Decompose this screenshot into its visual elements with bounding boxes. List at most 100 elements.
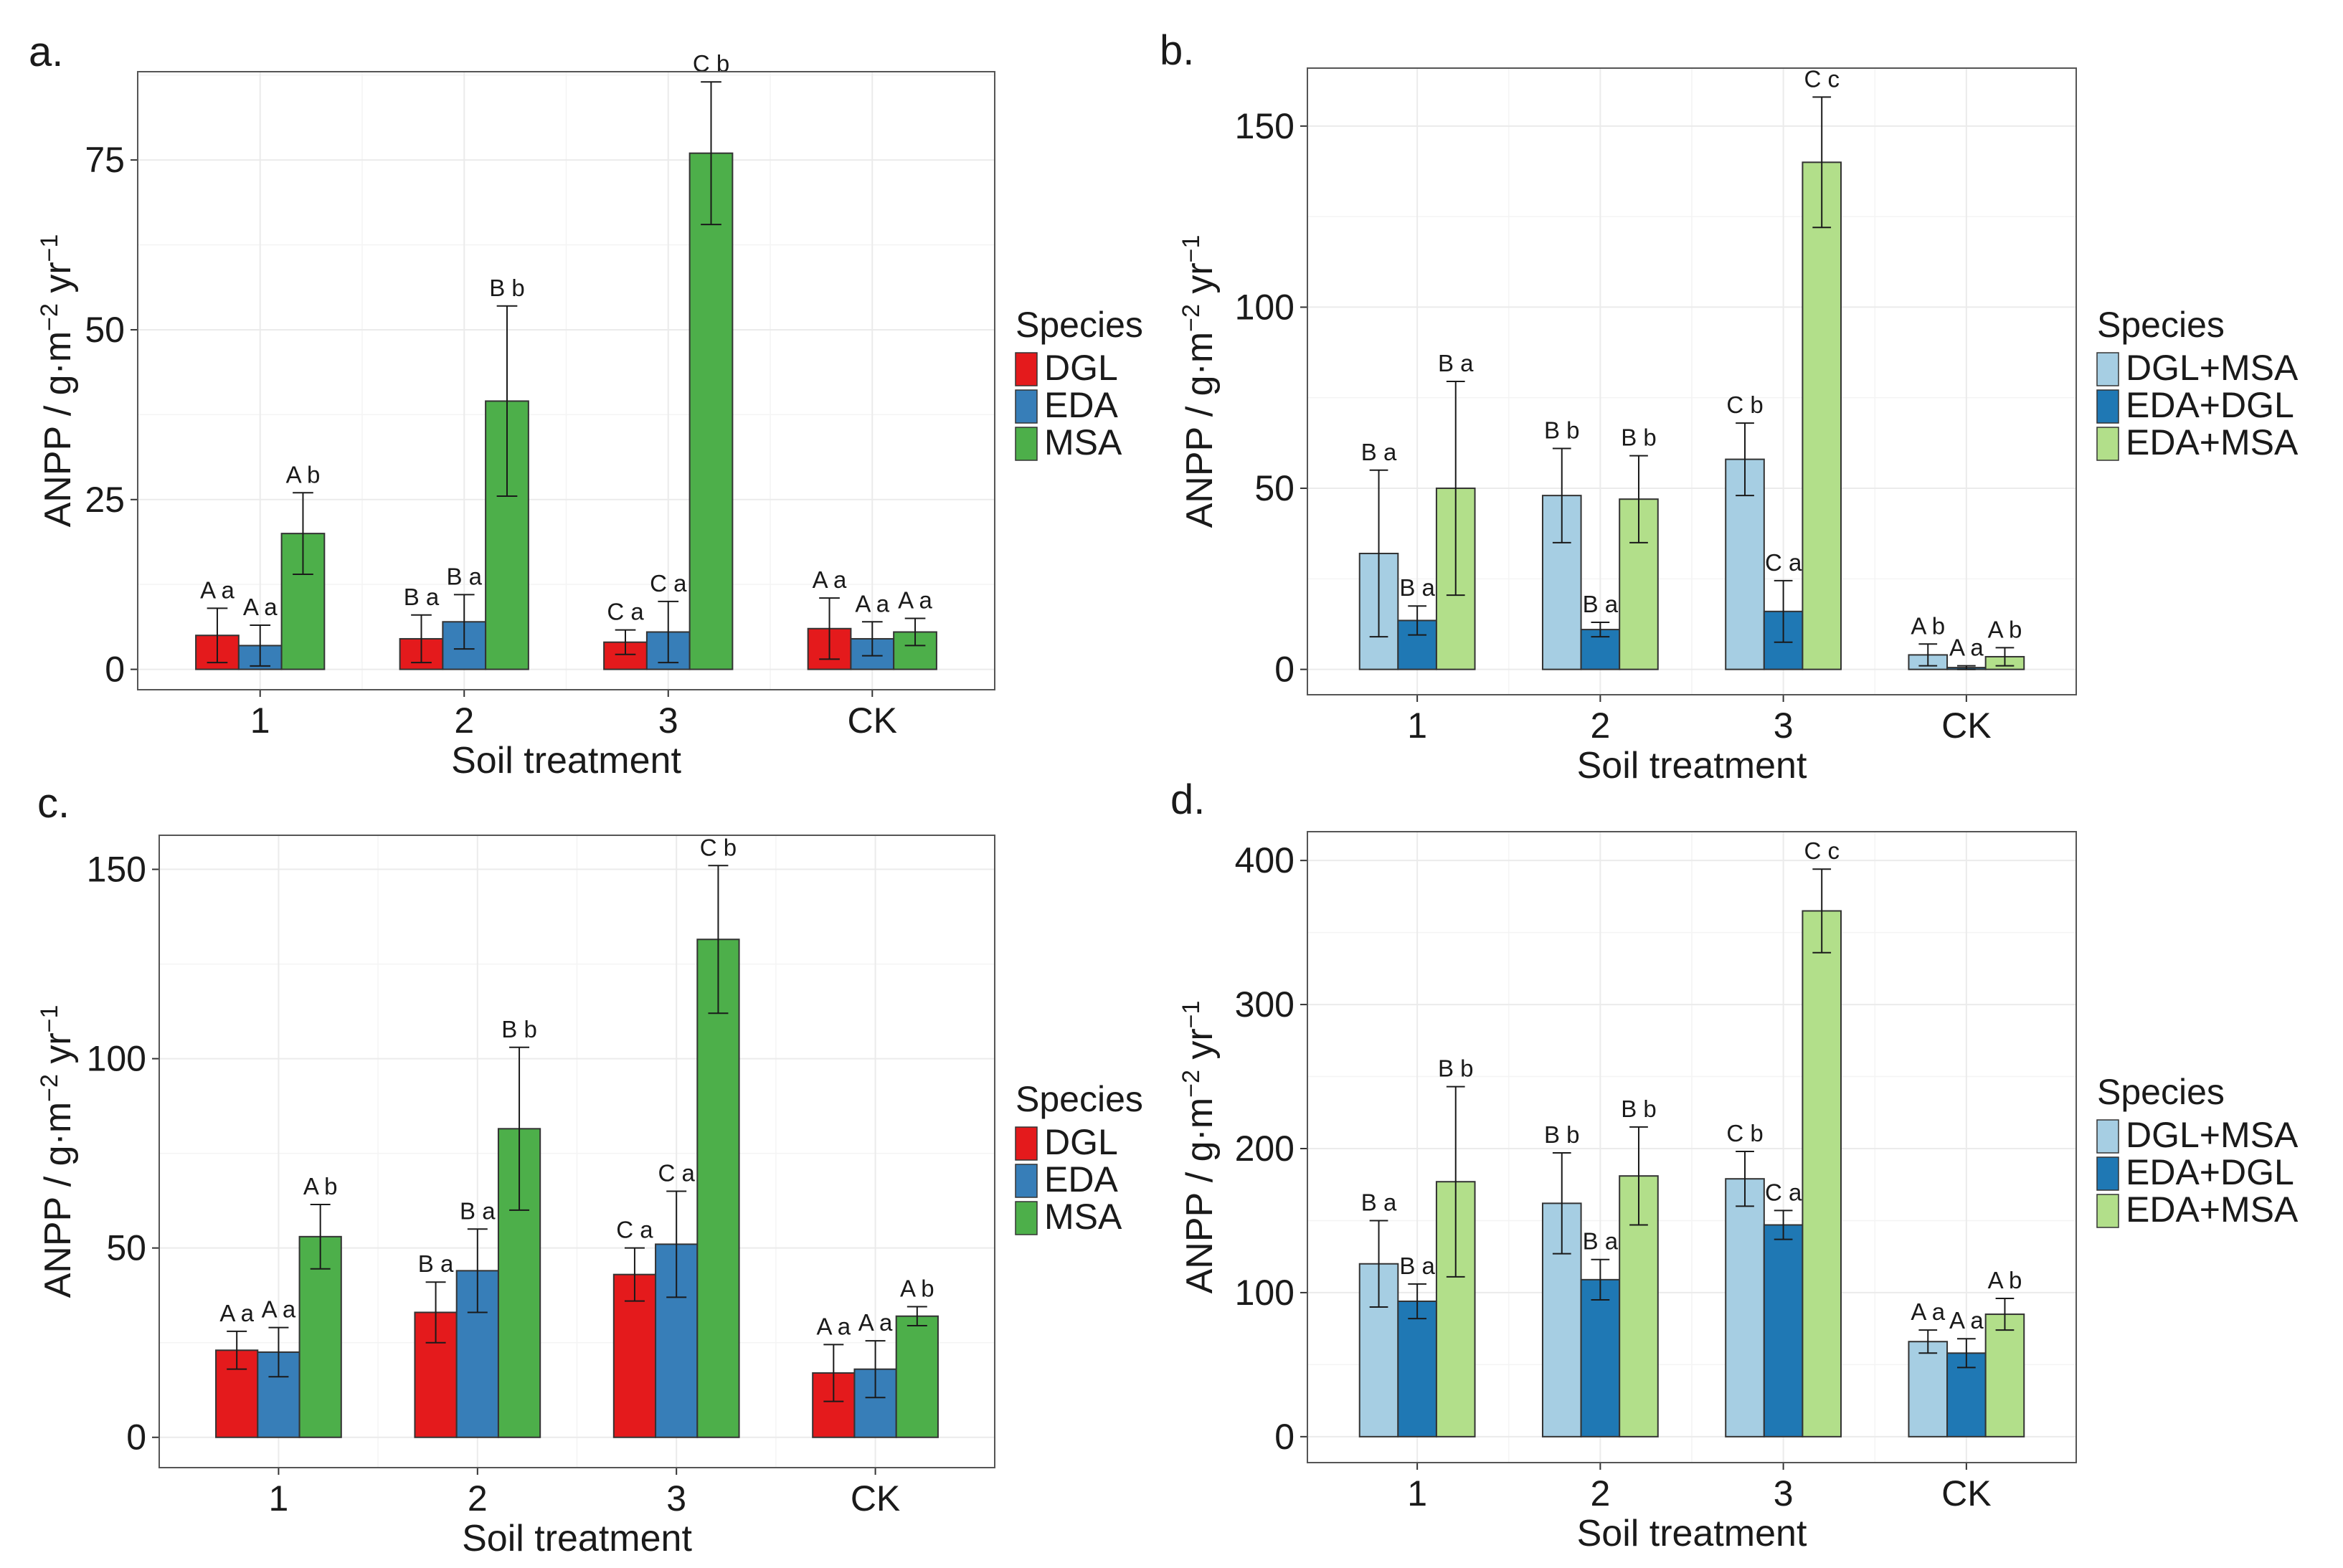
significance-label: A a [1949,635,1984,661]
y-axis-title: ANPP / g·m−2 yr−1 [36,1005,79,1298]
x-axis-title: Soil treatment [1577,1513,1807,1554]
y-axis-title-part: −2 [36,1074,63,1102]
significance-label: B a [1399,1253,1435,1279]
legend-label: EDA+MSA [2126,422,2299,462]
x-tick-label: 3 [666,1478,686,1519]
y-axis-title-part: ANPP / g·m [37,1102,79,1298]
y-tick-label: 0 [126,1417,146,1458]
bar-eda-msa-ck [1984,1313,2025,1438]
panel-label: a. [29,29,63,75]
x-tick-label: 1 [269,1478,289,1519]
significance-label: B b [1544,417,1580,443]
bar-msa-1 [298,1235,342,1438]
y-tick-label: 100 [1235,287,1294,327]
significance-label: A b [900,1275,934,1302]
significance-label: C a [607,599,644,625]
plot-area-border [158,835,995,1468]
panel-label: d. [1170,776,1205,823]
significance-label: A a [898,587,932,614]
bar-eda-dgl-1 [1397,1300,1437,1438]
chart-panel-2: b. 0 50 100 150 1 2 3 CK B a B b C b A b B a B a C a A a… [1160,27,2299,787]
legend-label: EDA [1044,1159,1118,1199]
chart-panel-4: d. 0 100 200 300 400 1 2 3 CK B a B b C b A a B a B a C … [1170,776,2299,1554]
significance-label: C c [1804,65,1840,92]
chart-panel-1: a. 0 25 50 75 1 2 3 CK A a B a C a A a A a B a C a A a A … [29,29,1143,781]
legend-title: Species [1016,305,1143,345]
legend-label: MSA [1044,422,1122,462]
legend-title: Species [2097,305,2225,345]
significance-label: B a [446,563,482,589]
significance-label: C a [616,1217,653,1243]
x-tick-label: CK [1941,1473,1991,1514]
significance-label: B b [1621,424,1657,451]
significance-label: A a [855,590,889,617]
x-tick-label: 2 [454,700,474,741]
significance-label: A a [813,566,847,593]
significance-label: C c [1804,837,1840,864]
significance-label: A b [303,1173,338,1199]
significance-label: B a [1399,574,1435,601]
significance-label: A b [1988,1267,2022,1293]
y-tick-label: 75 [85,140,125,180]
y-tick-label: 400 [1235,840,1294,880]
y-axis-title-part: ANPP / g·m [1179,1098,1221,1294]
plot-area-border [137,71,995,690]
legend-label: DGL+MSA [2126,1115,2299,1155]
legend-swatch [2096,352,2119,386]
panel-label: c. [37,780,70,827]
x-axis-title: Soil treatment [1577,745,1807,787]
significance-label: A a [1911,1298,1945,1325]
panel-label: b. [1160,27,1194,74]
y-axis-title-part: −1 [1178,235,1205,263]
significance-label: A a [1949,1307,1984,1334]
legend-title: Species [1016,1079,1143,1119]
significance-label: B a [460,1197,496,1224]
legend-label: DGL [1044,348,1118,388]
y-axis-title-part: −1 [36,234,63,262]
y-tick-label: 0 [1274,650,1294,690]
y-axis-title-part: −2 [1178,304,1205,332]
y-axis-title-part: yr [37,262,79,303]
y-axis-title-part: yr [1179,1028,1221,1070]
legend-swatch [1015,1164,1038,1198]
y-tick-label: 300 [1235,984,1294,1025]
y-axis-title-part: −2 [1178,1070,1205,1098]
legend-swatch [2096,1119,2119,1154]
significance-label: B b [1621,1096,1657,1122]
bar-msa-ck [895,1315,939,1438]
y-tick-label: 25 [85,480,125,520]
significance-label: B a [1583,1228,1619,1255]
legend-swatch [1015,427,1038,461]
legend-swatch [2096,427,2119,461]
x-axis-title: Soil treatment [462,1518,692,1559]
y-tick-label: 50 [1254,468,1294,508]
significance-label: C a [1765,1179,1802,1205]
y-axis-title-part: −1 [1178,1001,1205,1029]
legend-swatch [1015,389,1038,424]
significance-label: A b [1911,612,1945,639]
bar-eda-msa-3 [1802,161,1842,670]
x-tick-label: 2 [1590,705,1610,746]
x-tick-label: 3 [658,700,678,741]
significance-label: B a [1583,591,1619,617]
y-tick-label: 150 [1235,106,1294,146]
legend-label: EDA+DGL [2126,385,2294,425]
significance-label: B a [1361,1189,1397,1215]
y-tick-label: 100 [87,1039,146,1079]
bar-eda-dgl-2 [1580,1278,1621,1438]
x-tick-label: 3 [1774,1473,1794,1514]
significance-label: C b [1726,1120,1763,1146]
significance-label: C a [650,570,687,597]
significance-label: B b [501,1016,537,1042]
legend-swatch [2096,389,2119,424]
legend-title: Species [2097,1072,2225,1112]
y-tick-label: 0 [1274,1417,1294,1457]
legend-label: EDA+DGL [2126,1152,2294,1192]
y-tick-label: 200 [1235,1129,1294,1169]
y-axis-title-part: yr [1179,262,1221,304]
legend-swatch [2096,1156,2119,1191]
